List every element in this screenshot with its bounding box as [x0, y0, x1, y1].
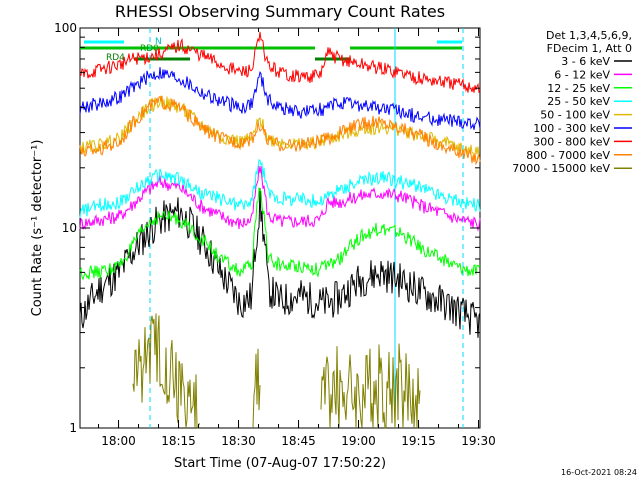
series-1-line: [79, 188, 481, 338]
flag-label-n: N: [155, 37, 162, 47]
legend-label: 25 - 50 keV: [547, 95, 610, 108]
x-axis: 18:00 18:15 18:30 18:45 19:00 19:15 19:30: [98, 28, 496, 448]
series-3-line: [79, 186, 481, 281]
series-4-line: [79, 158, 481, 219]
series-8-line: [79, 95, 481, 166]
x-tick-label: 18:00: [101, 434, 136, 448]
y-tick-label: 100: [54, 21, 77, 35]
x-tick-label: 18:45: [281, 434, 316, 448]
legend-header-line: Det 1,3,4,5,6,9,: [546, 29, 632, 42]
x-tick-label: 18:30: [221, 434, 256, 448]
series-7-line: [80, 31, 481, 94]
x-axis-label: Start Time (07-Aug-07 17:50:22): [174, 456, 386, 471]
series-9-line-part-2: [252, 348, 261, 428]
legend-label: 6 - 12 keV: [554, 68, 610, 81]
legend-label: 7000 - 15000 keV: [512, 162, 610, 175]
series-9-line-part-3: [320, 343, 421, 429]
legend-label: 3 - 6 keV: [561, 55, 610, 68]
series-group: [79, 31, 481, 429]
y-axis: 1 10 100: [54, 21, 480, 435]
footer-timestamp: 16-Oct-2021 08:24: [561, 468, 637, 477]
series-6-line: [79, 67, 481, 130]
x-tick-label: 19:30: [461, 434, 496, 448]
flag-label-rd4: RD4: [106, 53, 125, 63]
legend-label: 12 - 25 keV: [547, 82, 610, 95]
x-tick-label: 19:15: [401, 434, 436, 448]
x-tick-label: 18:15: [161, 434, 196, 448]
legend: Det 1,3,4,5,6,9,FDecim 1, Att 03 - 6 keV…: [512, 29, 632, 175]
legend-header-line: FDecim 1, Att 0: [547, 42, 632, 55]
legend-label: 800 - 7000 keV: [526, 149, 610, 162]
flag-label-rd0: RD0: [140, 44, 159, 54]
series-9-line: [132, 313, 200, 429]
legend-label: 300 - 800 keV: [533, 135, 610, 148]
series-2-line: [79, 165, 481, 232]
y-tick-label: 10: [62, 221, 77, 235]
legend-label: 50 - 100 keV: [540, 109, 610, 122]
y-tick-label: 1: [69, 421, 77, 435]
y-axis-label: Count Rate (s⁻¹ detector⁻¹): [30, 140, 45, 317]
legend-label: 100 - 300 keV: [533, 122, 610, 135]
chart-title: RHESSI Observing Summary Count Rates: [115, 2, 445, 21]
x-tick-label: 19:00: [341, 434, 376, 448]
